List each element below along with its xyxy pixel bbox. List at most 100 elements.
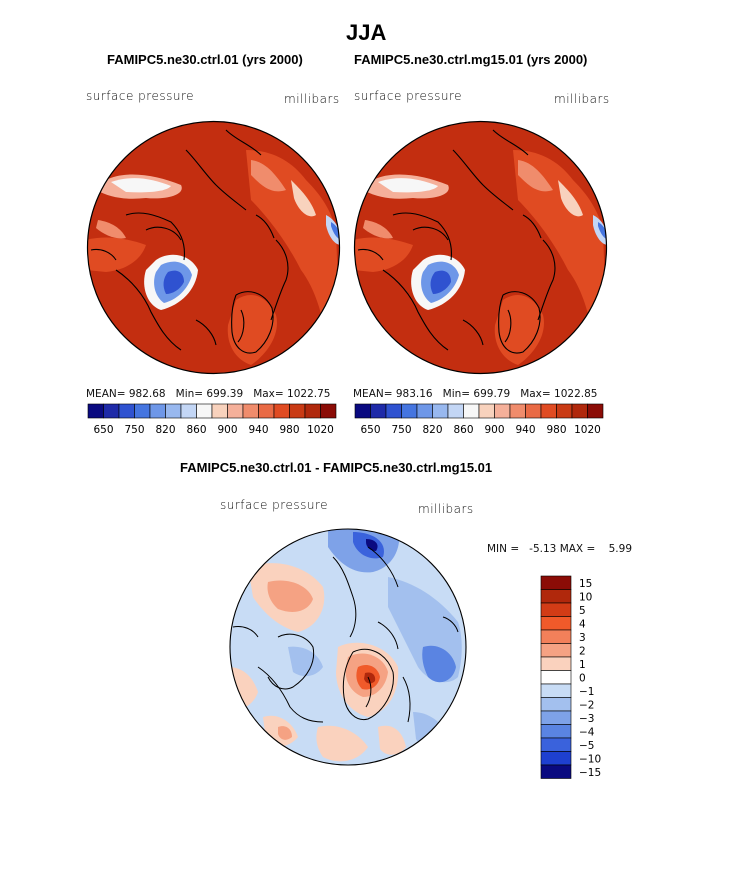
colorbar-right-swatch (385, 403, 402, 419)
colorbar-diff-tick-label: −1 (579, 686, 594, 698)
colorbar-left-swatch (87, 403, 104, 419)
diff-max-value: 5.99 (608, 543, 633, 555)
colorbar-right-swatch (432, 403, 449, 419)
colorbar-left-swatch (227, 403, 244, 419)
colorbar-right-swatch (509, 403, 526, 419)
colorbar-left-swatch (103, 403, 120, 419)
colorbar-diff-tick-label: 10 (579, 591, 592, 603)
panel-left-title: FAMIPC5.ne30.ctrl.01 (yrs 2000) (107, 52, 303, 67)
colorbar-right-swatch (478, 403, 495, 419)
diff-max-label: MAX = (559, 543, 596, 555)
colorbar-left-swatch (180, 403, 197, 419)
colorbar-diff-tick-label: 5 (579, 605, 586, 617)
colorbar-diff-swatch (540, 643, 572, 658)
diff-panel-title: FAMIPC5.ne30.ctrl.01 - FAMIPC5.ne30.ctrl… (180, 460, 493, 475)
colorbar-right-swatch (556, 403, 573, 419)
colorbar-left-tick-label: 650 (93, 424, 113, 436)
colorbar-diff-tick-label: 2 (579, 645, 586, 657)
panel-right-mean-label: MEAN= (353, 388, 393, 400)
colorbar-diff-swatch (540, 656, 572, 671)
colorbar-right-swatch (354, 403, 371, 419)
colorbar-right-tick-label: 940 (515, 424, 535, 436)
colorbar-diff-tick-label: −3 (579, 713, 594, 725)
colorbar-left-tick-label: 980 (279, 424, 299, 436)
colorbar-diff-tick-label: −2 (579, 699, 594, 711)
colorbar-left-swatch (320, 403, 337, 419)
colorbar-diff-swatch (540, 629, 572, 644)
map-right (353, 120, 608, 375)
colorbar-left-swatch (134, 403, 151, 419)
colorbar-left-swatch (196, 403, 213, 419)
figure-title: JJA (346, 20, 387, 45)
colorbar-right-swatch (401, 403, 418, 419)
map-diff (229, 528, 467, 766)
colorbar-diff-swatch (540, 724, 572, 739)
colorbar-right-swatch (525, 403, 542, 419)
colorbar-left-swatch (242, 403, 259, 419)
colorbar-diff-swatch (540, 575, 572, 590)
colorbar-diff-swatch (540, 589, 572, 604)
colorbar-right-tick-label: 820 (422, 424, 442, 436)
colorbar-right-swatch (370, 403, 387, 419)
panel-right-mean-value: 983.16 (395, 388, 433, 400)
panel-right-stats: MEAN= 983.16 Min= 699.79 Max= 1022.85 (353, 388, 597, 400)
colorbar-diff-tick-label: 15 (579, 578, 592, 590)
colorbar-right-swatch (587, 403, 604, 419)
colorbar-right: 650 750 820 860 900 940 980 1020 (354, 403, 604, 436)
colorbar-diff-tick-label: −10 (579, 753, 601, 765)
panel-left-mean-value: 982.68 (128, 388, 166, 400)
colorbar-left: 650 750 820 860 900 940 980 1020 (87, 403, 337, 436)
colorbar-left-swatch (304, 403, 321, 419)
colorbar-right-tick-label: 650 (360, 424, 380, 436)
colorbar-diff-swatch (540, 764, 572, 779)
panel-right-variable-label: surface pressure (354, 89, 462, 103)
panel-left-units-label: millibars (284, 92, 340, 106)
panel-left-max-value: 1022.75 (287, 388, 331, 400)
colorbar-right-tick-label: 750 (391, 424, 411, 436)
colorbar-diff-tick-label: −4 (579, 726, 595, 738)
colorbar-diff-tick-label: 1 (579, 659, 586, 671)
panel-right-min-value: 699.79 (473, 388, 511, 400)
colorbar-diff-swatch (540, 616, 572, 631)
panel-right-units-label: millibars (554, 92, 610, 106)
colorbar-diff-swatch (540, 670, 572, 685)
diff-minmax: MIN = -5.13 MAX = 5.99 (487, 543, 632, 555)
colorbar-left-tick-label: 940 (248, 424, 268, 436)
colorbar-left-swatch (149, 403, 166, 419)
colorbar-left-tick-label: 820 (155, 424, 175, 436)
panel-right-max-value: 1022.85 (554, 388, 598, 400)
diff-min-value: -5.13 (529, 543, 557, 555)
colorbar-left-swatch (118, 403, 135, 419)
colorbar-left-swatch (165, 403, 182, 419)
panel-left-min-label: Min= (175, 388, 204, 400)
panel-right-min-label: Min= (442, 388, 471, 400)
colorbar-right-swatch (571, 403, 588, 419)
colorbar-right-tick-label: 1020 (574, 424, 601, 436)
colorbar-diff-swatch (540, 683, 572, 698)
colorbar-right-swatch (463, 403, 480, 419)
panel-left-mean-label: MEAN= (86, 388, 126, 400)
colorbar-right-tick-label: 900 (484, 424, 504, 436)
colorbar-diff-tick-label: 4 (579, 618, 586, 630)
colorbar-diff-tick-label: −5 (579, 740, 594, 752)
colorbar-left-swatch (258, 403, 275, 419)
colorbar-right-swatch (447, 403, 464, 419)
panel-left-max-label: Max= (253, 388, 284, 400)
colorbar-left-tick-label: 900 (217, 424, 237, 436)
colorbar-diff-tick-label: −15 (579, 767, 601, 779)
colorbar-left-swatch (273, 403, 290, 419)
panel-left-stats: MEAN= 982.68 Min= 699.39 Max= 1022.75 (86, 388, 330, 400)
colorbar-diff-swatch (540, 751, 572, 766)
colorbar-right-tick-label: 980 (546, 424, 566, 436)
panel-left-min-value: 699.39 (206, 388, 244, 400)
colorbar-right-tick-label: 860 (453, 424, 473, 436)
diff-units-label: millibars (418, 502, 474, 516)
colorbar-diff-swatch (540, 710, 572, 725)
panel-right-title: FAMIPC5.ne30.ctrl.mg15.01 (yrs 2000) (354, 52, 588, 67)
panel-left-variable-label: surface pressure (86, 89, 194, 103)
colorbar-diff-swatch (540, 602, 572, 617)
colorbar-left-swatch (289, 403, 306, 419)
colorbar-left-tick-label: 750 (124, 424, 144, 436)
colorbar-left-tick-label: 860 (186, 424, 206, 436)
